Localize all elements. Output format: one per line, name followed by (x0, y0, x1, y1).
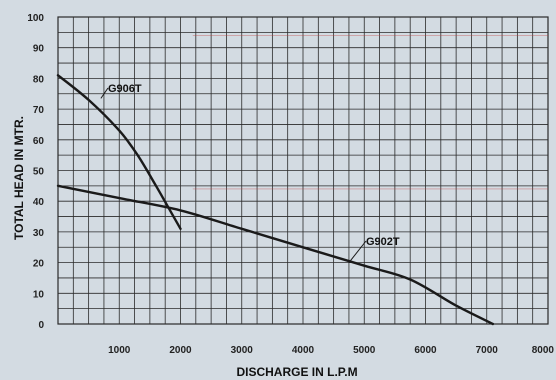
series-label-g906t: G906T (108, 83, 142, 95)
grid (57, 16, 549, 325)
y-tick-label: 100 (27, 13, 44, 24)
y-tick-label: 0 (38, 320, 44, 331)
accent-lines (192, 35, 548, 190)
x-tick-label: 4000 (292, 345, 315, 356)
x-tick-label: 6000 (414, 345, 437, 356)
y-tick-label: 10 (33, 289, 45, 300)
y-tick-label: 80 (33, 74, 45, 85)
y-tick-label: 90 (33, 44, 45, 55)
y-tick-label: 70 (33, 105, 45, 116)
y-tick-label: 20 (33, 259, 45, 270)
label-leader-g902t (348, 240, 367, 263)
x-tick-label: 1000 (108, 345, 131, 356)
y-tick-label: 50 (33, 167, 45, 178)
x-axis-ticks: 1000 2000 3000 4000 5000 6000 7000 8000 (108, 345, 554, 356)
series-labels: G906T G902T (100, 83, 400, 263)
y-axis-title: TOTAL HEAD IN MTR. (12, 116, 26, 240)
curves (56, 74, 495, 326)
y-tick-label: 30 (33, 228, 45, 239)
y-tick-label: 60 (33, 136, 45, 147)
curve-g902t (56, 184, 495, 326)
series-label-g902t: G902T (366, 236, 400, 248)
x-tick-label: 8000 (532, 345, 555, 356)
x-axis-title: DISCHARGE IN L.P.M (236, 365, 357, 379)
x-tick-label: 7000 (476, 345, 499, 356)
plot-frame (57, 16, 549, 325)
label-leader-g906t (100, 87, 109, 99)
y-axis-ticks: 0 10 20 30 40 50 60 70 80 90 100 (27, 13, 44, 331)
x-tick-label: 3000 (231, 345, 254, 356)
x-tick-label: 5000 (353, 345, 376, 356)
y-tick-label: 40 (33, 197, 45, 208)
x-tick-label: 2000 (169, 345, 192, 356)
